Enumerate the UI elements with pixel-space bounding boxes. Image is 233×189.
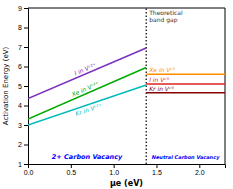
tick-mark [24, 125, 28, 126]
x-axis: 0.0 0.5 1.0 1.5 2.0 [24, 164, 226, 176]
y-axis-title: Activation Energy (eV) [2, 46, 10, 125]
tick-label: 4 [18, 102, 22, 109]
tick-mark [24, 145, 28, 146]
band-gap-label: Theoreticalband gap [148, 9, 183, 24]
y-axis-tick: 7 [18, 44, 28, 51]
tick-label: 0.0 [24, 169, 34, 176]
y-axis-tick: 4 [18, 102, 28, 109]
series-label: Kr in Vᶜ²⁺ [74, 102, 102, 117]
series-label: I in Vᶜ° [149, 76, 169, 83]
tick-mark [24, 86, 28, 87]
tick-label: 2.0 [195, 169, 205, 176]
y-axis-line [24, 9, 29, 165]
tick-label: 1.0 [109, 169, 119, 176]
tick-mark [24, 164, 28, 165]
tick-mark [24, 8, 28, 9]
y-axis-tick: 3 [18, 122, 28, 129]
region-label: 2+ Carbon Vacancy [52, 153, 123, 161]
tick-mark [24, 67, 28, 68]
tick-label: 0.5 [66, 169, 76, 176]
tick-label: 5 [18, 83, 22, 90]
tick-label: 7 [18, 44, 22, 51]
x-axis-tick: 1.5 [152, 164, 162, 176]
series-label: I in Vᶜ²⁺ [73, 61, 97, 76]
tick-mark [114, 164, 115, 168]
series-label: Xe in Vᶜ²⁺ [70, 80, 100, 98]
tick-mark [199, 164, 200, 168]
x-axis-title: μe (eV) [110, 179, 143, 188]
chart: 0.0 0.5 1.0 1.5 2.0 1 2 3 4 5 6 7 8 9 μe (eV) Activatio… [0, 0, 233, 189]
y-axis: 1 2 3 4 5 6 7 8 9 [18, 5, 28, 168]
series-label: Xe in Vᶜ° [148, 66, 175, 73]
x-axis-tick: 2.0 [195, 164, 205, 176]
tick-mark [24, 47, 28, 48]
y-axis-tick: 5 [18, 83, 28, 90]
tick-mark [24, 106, 28, 107]
series-labels: I in Vᶜ²⁺ Xe in Vᶜ²⁺ Kr in Vᶜ²⁺ Xe in Vᶜ° I … [70, 61, 176, 117]
tick-mark [24, 28, 28, 29]
x-axis-tick: 0.5 [66, 164, 76, 176]
y-axis-tick: 1 [18, 161, 28, 168]
y-axis-tick: 2 [18, 141, 28, 148]
frame-top [28, 8, 225, 9]
x-axis-tick: 1.0 [109, 164, 119, 176]
tick-label: 3 [18, 122, 22, 129]
series-line [146, 92, 225, 94]
y-axis-tick: 9 [18, 5, 28, 12]
tick-label: 1 [18, 161, 22, 168]
tick-label: 6 [18, 63, 22, 70]
tick-label: 8 [18, 24, 22, 31]
tick-mark [156, 164, 157, 168]
tick-label: 1.5 [152, 169, 162, 176]
tick-label: 2 [18, 141, 22, 148]
x-axis-line [29, 165, 226, 169]
tick-mark [71, 164, 72, 168]
series-line [146, 74, 225, 76]
y-axis-tick: 8 [18, 24, 28, 31]
region-label: Neutral Carbon Vacancy [152, 154, 220, 161]
x-axis-tick: 0.0 [24, 164, 34, 176]
plot-area [28, 8, 225, 164]
tick-label: 9 [18, 5, 22, 12]
y-axis-tick: 6 [18, 63, 28, 70]
band-gap-line [146, 8, 147, 164]
series-label: Kr in Vᶜ° [149, 85, 174, 92]
series-line [28, 67, 146, 119]
frame-right [225, 8, 226, 164]
